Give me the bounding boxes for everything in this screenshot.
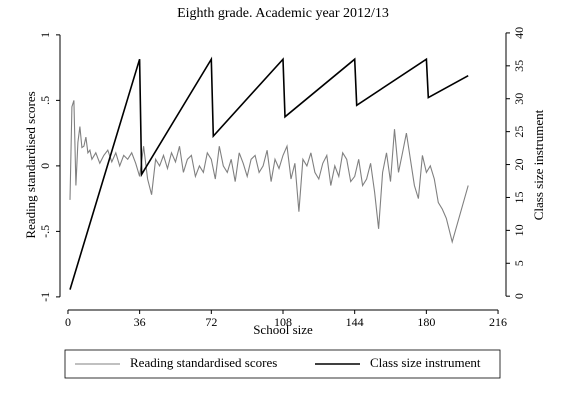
y-tick-label: -1 (38, 292, 52, 302)
chart-title: Eighth grade. Academic year 2012/13 (177, 6, 389, 21)
y2-axis-title: Class size instrument (531, 109, 546, 220)
legend-box (64, 349, 501, 379)
y2-tick-label: 20 (512, 159, 526, 171)
y-tick-label: 0 (38, 163, 52, 169)
x-tick-label: 108 (274, 315, 292, 329)
y-tick-label: 1 (38, 32, 52, 38)
series-line (69, 100, 469, 245)
x-tick-label: 72 (205, 315, 217, 329)
y-tick-label: .5 (38, 96, 52, 105)
x-tick-label: 144 (346, 315, 364, 329)
y2-tick-label: 5 (512, 260, 526, 266)
legend-label: Reading standardised scores (130, 355, 277, 370)
y2-tick-label: 40 (512, 27, 526, 39)
x-axis-title: School size (253, 322, 313, 337)
x-tick-label: 180 (417, 315, 435, 329)
y2-tick-label: 10 (512, 224, 526, 236)
legend-label: Class size instrument (370, 355, 481, 370)
y-axis-title: Reading standardised scores (23, 91, 38, 238)
x-tick-label: 0 (65, 315, 71, 329)
y2-tick-label: 0 (512, 293, 526, 299)
x-tick-label: 216 (489, 315, 507, 329)
series-line (69, 56, 469, 290)
x-tick-label: 36 (134, 315, 146, 329)
y2-tick-label: 25 (512, 126, 526, 138)
y2-tick-label: 30 (512, 93, 526, 105)
y2-tick-label: 15 (512, 191, 526, 203)
y-tick-label: -.5 (38, 225, 52, 238)
y2-tick-label: 35 (512, 60, 526, 72)
